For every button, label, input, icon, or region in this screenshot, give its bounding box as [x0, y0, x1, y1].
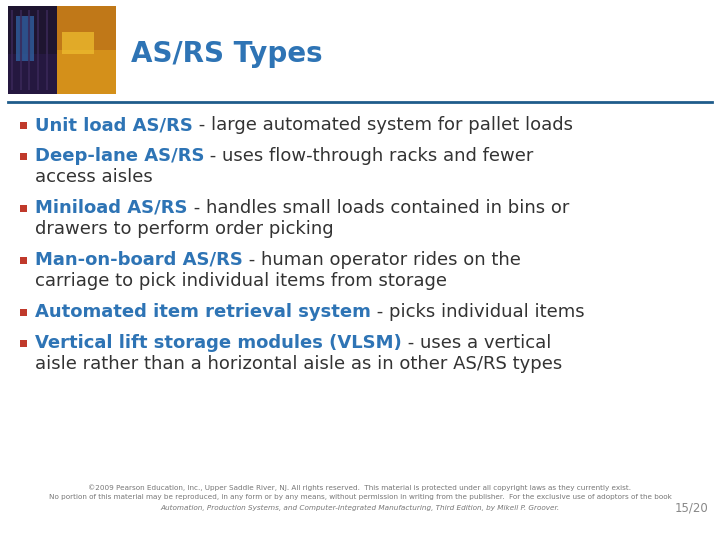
- Text: - handles small loads contained in bins or: - handles small loads contained in bins …: [187, 199, 569, 217]
- Bar: [16, 16, 34, 61]
- Bar: [20, 205, 27, 212]
- Bar: [8, 6, 57, 94]
- Text: carriage to pick individual items from storage: carriage to pick individual items from s…: [35, 272, 447, 290]
- Text: No portion of this material may be reproduced, in any form or by any means, with: No portion of this material may be repro…: [48, 494, 672, 500]
- Text: ©2009 Pearson Education, Inc., Upper Saddle River, NJ. All rights reserved.  Thi: ©2009 Pearson Education, Inc., Upper Sad…: [89, 485, 631, 491]
- Text: - human operator rides on the: - human operator rides on the: [243, 251, 521, 269]
- Bar: [20, 122, 27, 129]
- Text: AS/RS Types: AS/RS Types: [131, 40, 323, 69]
- Text: 15/20: 15/20: [674, 502, 708, 515]
- Text: - large automated system for pallet loads: - large automated system for pallet load…: [193, 116, 573, 134]
- Bar: [20, 152, 27, 159]
- Text: access aisles: access aisles: [35, 168, 153, 186]
- Bar: [8, 6, 116, 94]
- Text: - uses a vertical: - uses a vertical: [402, 334, 551, 352]
- Text: Automation, Production Systems, and Computer-Integrated Manufacturing, Third Edi: Automation, Production Systems, and Comp…: [161, 505, 559, 511]
- Text: - picks individual items: - picks individual items: [371, 303, 585, 321]
- Text: - uses flow-through racks and fewer: - uses flow-through racks and fewer: [204, 147, 534, 165]
- Text: aisle rather than a horizontal aisle as in other AS/RS types: aisle rather than a horizontal aisle as …: [35, 355, 562, 373]
- Text: Automated item retrieval system: Automated item retrieval system: [35, 303, 371, 321]
- Text: Deep-lane AS/RS: Deep-lane AS/RS: [35, 147, 204, 165]
- Text: drawers to perform order picking: drawers to perform order picking: [35, 220, 333, 238]
- Bar: [62, 32, 94, 55]
- Text: Unit load AS/RS: Unit load AS/RS: [35, 116, 193, 134]
- Text: Miniload AS/RS: Miniload AS/RS: [35, 199, 187, 217]
- Text: Vertical lift storage modules (VLSM): Vertical lift storage modules (VLSM): [35, 334, 402, 352]
- Bar: [8, 55, 57, 94]
- Bar: [20, 308, 27, 315]
- Bar: [57, 6, 116, 94]
- Bar: [57, 50, 116, 94]
- Text: Man-on-board AS/RS: Man-on-board AS/RS: [35, 251, 243, 269]
- Bar: [20, 256, 27, 264]
- Bar: [20, 340, 27, 347]
